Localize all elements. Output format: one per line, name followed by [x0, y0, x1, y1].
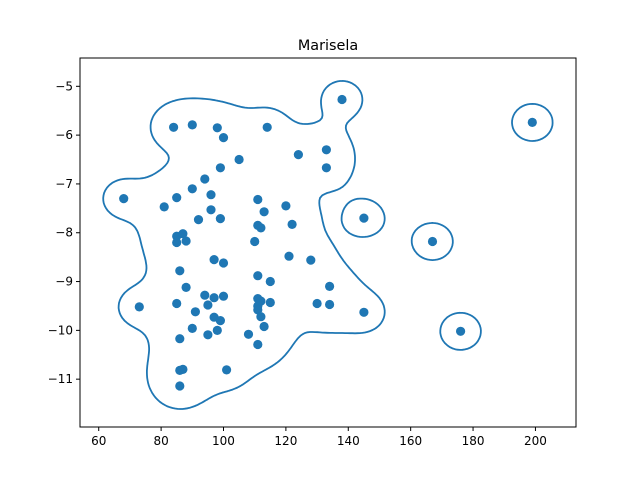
scatter-point: [178, 229, 188, 239]
scatter-point: [312, 298, 322, 309]
scatter-point: [337, 94, 347, 105]
scatter-point: [265, 297, 275, 308]
scatter-point: [250, 236, 260, 247]
y-tick-label: −9: [55, 275, 73, 289]
scatter-point: [262, 122, 272, 132]
scatter-points-layer: [119, 94, 537, 391]
y-tick-label: −7: [55, 177, 73, 191]
scatter-point: [175, 381, 185, 391]
scatter-point: [200, 290, 210, 300]
scatter-point: [206, 190, 216, 200]
scatter-point: [256, 312, 266, 322]
scatter-point: [259, 207, 269, 217]
scatter-point: [181, 282, 191, 292]
y-tick-label: −5: [55, 79, 73, 93]
scatter-point: [203, 330, 213, 340]
x-tick-label: 80: [153, 434, 168, 448]
scatter-point: [172, 193, 182, 203]
scatter-point: [215, 214, 225, 224]
x-tick-label: 100: [212, 434, 235, 448]
scatter-point: [527, 117, 537, 127]
scatter-point: [256, 223, 266, 233]
scatter-point: [321, 145, 331, 155]
scatter-point: [218, 291, 229, 301]
scatter-point: [187, 323, 197, 333]
scatter-point: [203, 300, 213, 310]
scatter-point: [200, 174, 210, 184]
y-tick-label: −6: [55, 128, 73, 142]
scatter-point: [293, 150, 303, 160]
scatter-point: [456, 326, 466, 336]
scatter-point: [209, 255, 219, 265]
scatter-point: [243, 329, 254, 339]
scatter-point: [259, 321, 269, 332]
scatter-point: [175, 266, 185, 276]
scatter-point: [284, 251, 294, 261]
scatter-point: [212, 325, 222, 335]
scatter-point: [222, 365, 232, 375]
chart-title: Marisela: [298, 38, 358, 54]
scatter-point: [193, 215, 204, 225]
x-tick-label: 180: [462, 434, 485, 448]
scatter-point: [256, 296, 266, 306]
scatter-point: [218, 133, 229, 143]
plot-frame: [79, 57, 577, 428]
y-tick-label: −8: [55, 226, 73, 240]
scatter-point: [172, 237, 182, 248]
scatter-point: [253, 271, 263, 281]
scatter-point: [181, 236, 191, 246]
scatter-point: [325, 281, 335, 291]
scatter-point: [215, 163, 225, 173]
scatter-point: [134, 302, 144, 312]
scatter-point: [427, 236, 438, 247]
x-tick-label: 200: [524, 434, 547, 448]
scatter-point: [265, 276, 275, 287]
x-axis-ticks: 60 80 100 120 140 160 180 200: [91, 427, 547, 448]
scatter-point: [253, 194, 263, 205]
scatter-point: [253, 339, 263, 350]
scatter-point: [234, 154, 244, 165]
scatter-point: [206, 205, 216, 215]
scatter-point: [187, 184, 197, 194]
scatter-point: [175, 334, 185, 344]
scatter-point: [359, 213, 369, 223]
density-contour-line: [102, 80, 554, 410]
density-contour-layer: [102, 80, 554, 410]
x-tick-label: 140: [337, 434, 360, 448]
y-tick-label: −10: [48, 323, 73, 337]
scatter-point: [287, 219, 297, 229]
scatter-point: [212, 123, 222, 133]
scatter-point: [159, 202, 169, 212]
scatter-point: [321, 163, 331, 173]
scatter-point: [218, 258, 229, 268]
scatter-point: [172, 298, 182, 309]
scatter-point: [119, 194, 129, 204]
scatter-point: [359, 307, 369, 317]
scatter-point: [325, 299, 335, 310]
scatter-point: [187, 120, 197, 130]
scatter-point: [306, 255, 316, 265]
y-axis-ticks: −11 −10 −9 −8 −7 −6 −5: [48, 79, 80, 386]
scatter-point: [190, 307, 200, 317]
scatter-point: [215, 316, 225, 326]
scatter-point: [178, 364, 188, 374]
x-tick-label: 160: [399, 434, 422, 448]
x-tick-label: 120: [274, 434, 297, 448]
x-tick-label: 60: [91, 434, 106, 448]
scatter-point: [169, 122, 179, 132]
scatter-point: [281, 201, 291, 211]
y-tick-label: −11: [48, 372, 73, 386]
scatter-point: [209, 293, 219, 303]
